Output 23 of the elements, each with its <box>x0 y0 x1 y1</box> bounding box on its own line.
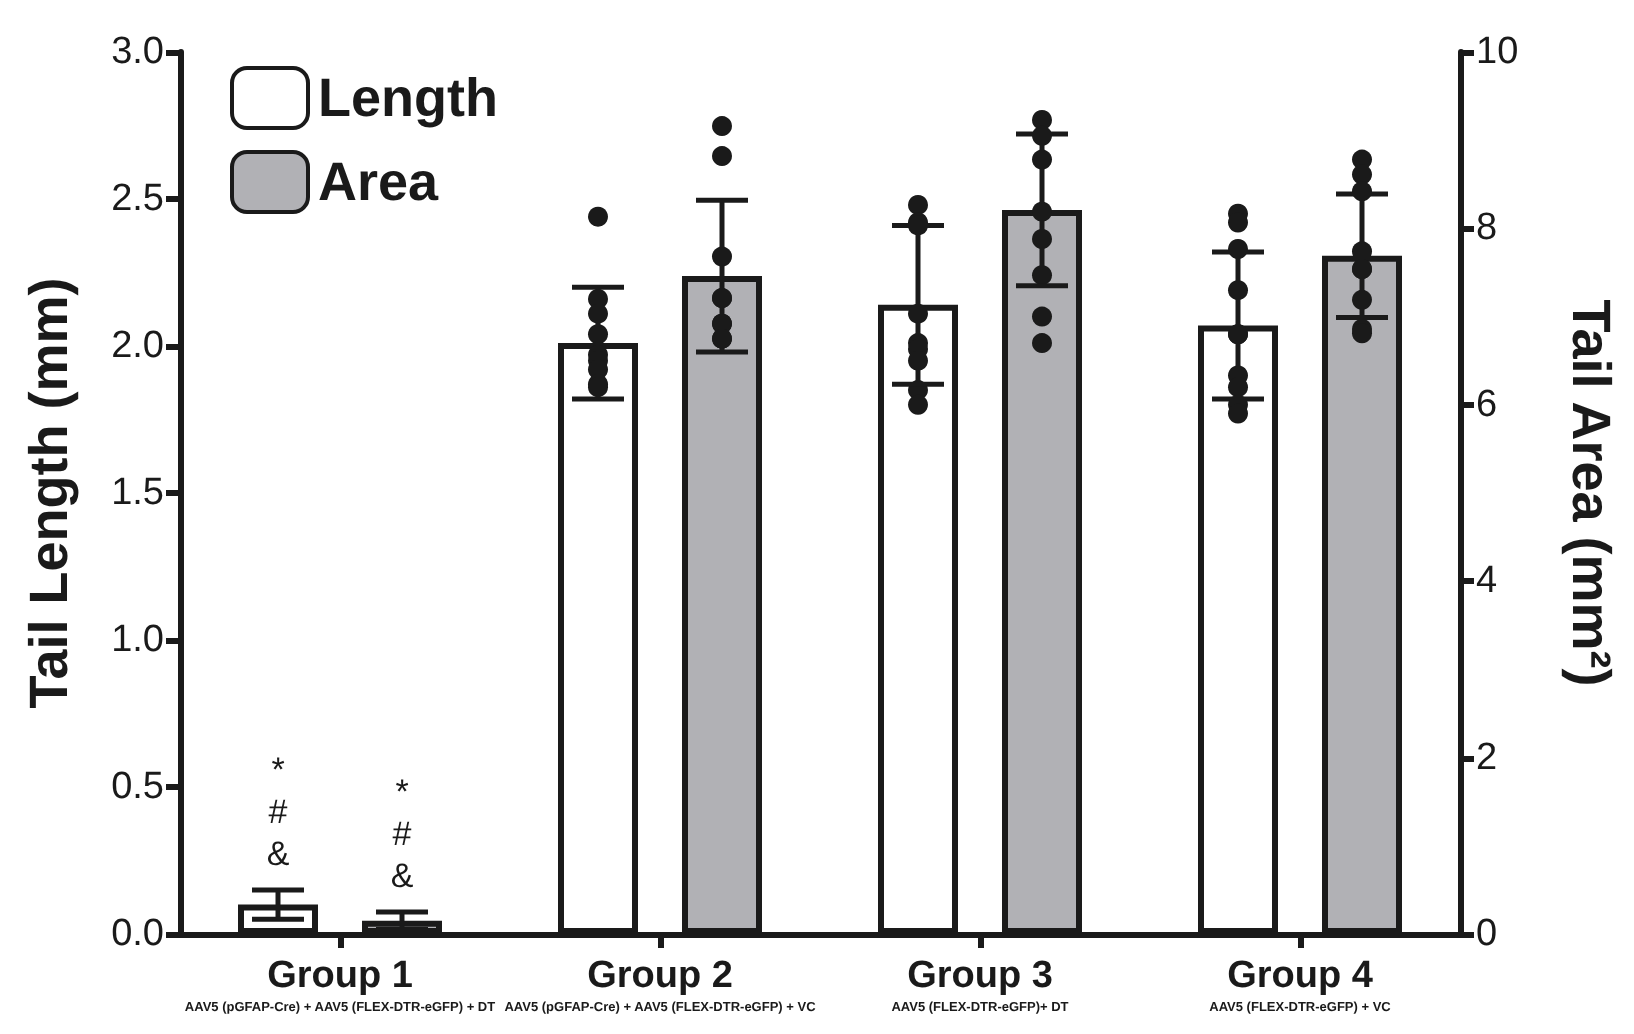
annotation: # <box>392 814 413 853</box>
annotation: & <box>266 834 291 873</box>
y2-tick-label: 2 <box>1476 736 1498 779</box>
y2-tick-label: 6 <box>1476 383 1498 426</box>
y-tick-label: 2.5 <box>111 178 164 220</box>
y-tick-label: 1.0 <box>111 619 164 661</box>
legend-label: Length <box>318 68 498 128</box>
annotation: * <box>271 750 286 789</box>
y2-tick-label: 4 <box>1476 560 1498 603</box>
y2-tick-label: 10 <box>1476 31 1519 73</box>
y-axis-title: Tail Length (mm) <box>19 277 79 709</box>
y2-tick-label: 8 <box>1476 207 1498 250</box>
y-tick-label: 2.0 <box>111 325 164 367</box>
y2-axis-title: Tail Area (mm²) <box>1561 299 1621 687</box>
legend-label: Area <box>318 152 441 212</box>
y-tick-label: 0.5 <box>111 766 164 808</box>
y2-tick-label: 0 <box>1476 913 1498 955</box>
annotation: * <box>395 772 410 811</box>
y-tick-label: 3.0 <box>111 31 164 73</box>
y-tick-label: 1.5 <box>111 472 164 514</box>
y-tick-label: 0.0 <box>111 913 164 955</box>
annotation: & <box>390 856 415 895</box>
annotation: # <box>268 792 289 831</box>
